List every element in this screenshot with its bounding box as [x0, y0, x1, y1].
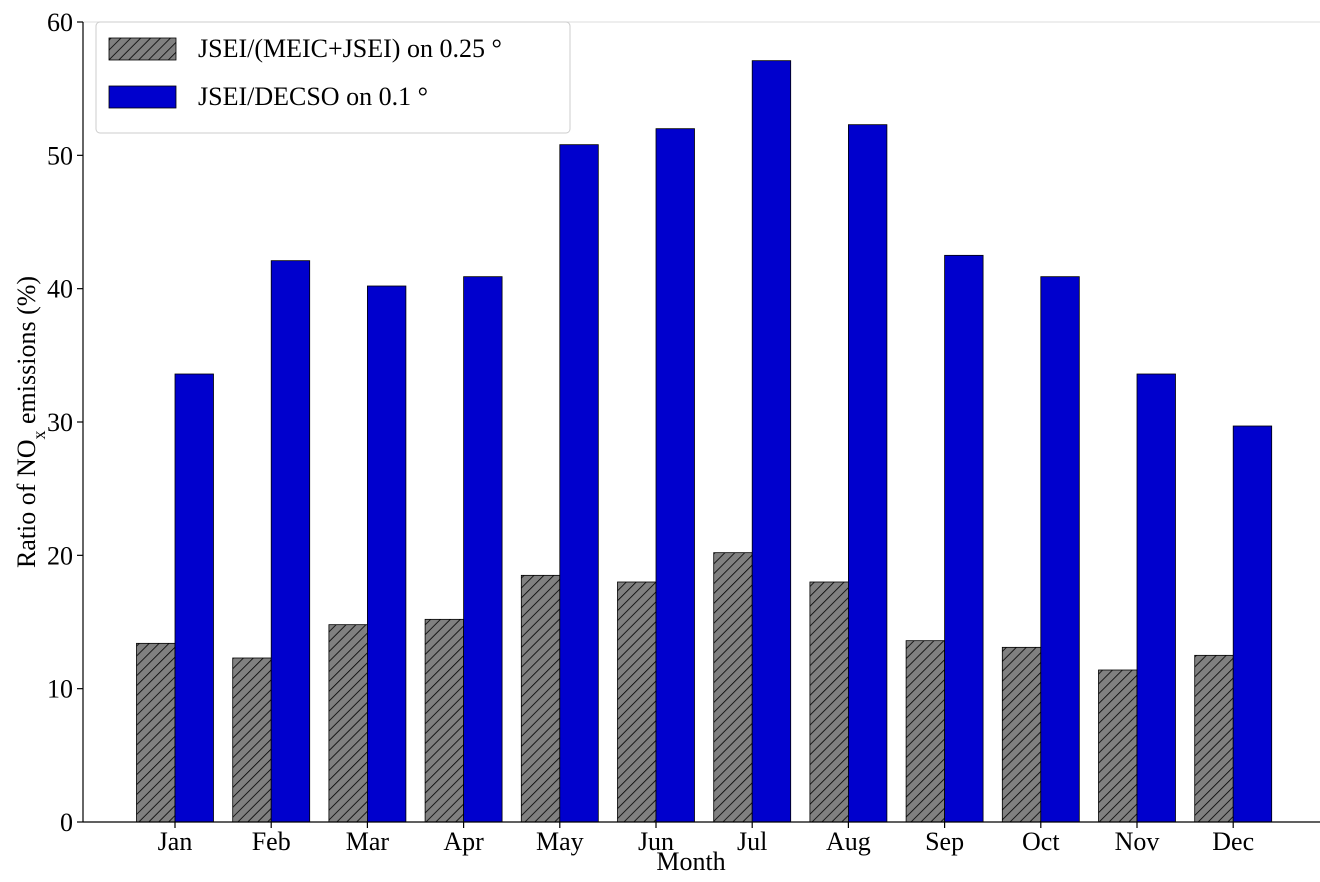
y-tick-label: 30	[47, 408, 73, 437]
legend-swatch-hatch	[109, 38, 176, 60]
bar	[1040, 276, 1080, 823]
y-tick-label: 40	[47, 275, 73, 304]
bar	[905, 640, 945, 823]
x-tick-label: Jul	[737, 827, 767, 856]
y-tick-label: 10	[47, 675, 73, 704]
x-axis-title: Month	[656, 847, 725, 876]
x-tick-label: Jun	[638, 827, 674, 856]
bar	[424, 618, 465, 823]
y-tick-label: 0	[60, 808, 73, 837]
bar	[1098, 669, 1138, 823]
x-tick-label: May	[536, 827, 584, 856]
bar	[174, 373, 214, 823]
bar	[617, 581, 657, 823]
bar	[520, 574, 561, 823]
bar	[328, 624, 368, 823]
bar	[270, 260, 311, 823]
bar	[655, 128, 695, 823]
bar	[559, 144, 599, 823]
x-tick-label: Dec	[1212, 827, 1254, 856]
bar	[1136, 373, 1176, 823]
y-axis-title-part: emissions (%)	[12, 276, 41, 431]
x-tick-label: Feb	[252, 827, 291, 856]
bar	[713, 552, 753, 823]
y-tick-label: 20	[47, 541, 73, 570]
bar	[1194, 654, 1234, 823]
y-axis-title-part: Ratio of NO	[12, 440, 41, 569]
y-tick-label: 60	[47, 8, 73, 37]
bar	[366, 285, 407, 823]
x-tick-label: Mar	[346, 827, 390, 856]
y-tick-label: 50	[47, 141, 73, 170]
legend-label: JSEI/(MEIC+JSEI) on 0.25 °	[198, 34, 502, 63]
bar	[463, 276, 503, 823]
legend-label: JSEI/DECSO on 0.1 °	[198, 82, 428, 111]
x-tick-label: Oct	[1022, 827, 1060, 856]
x-tick-label: Sep	[925, 827, 964, 856]
x-tick-label: Aug	[826, 827, 871, 856]
legend-swatch	[108, 85, 177, 109]
bar	[232, 657, 272, 823]
x-tick-label: Jan	[158, 827, 193, 856]
bar	[809, 581, 849, 823]
bar	[944, 254, 984, 823]
x-tick-label: Nov	[1115, 827, 1160, 856]
bar	[136, 642, 176, 823]
x-tick-label: Apr	[443, 827, 484, 856]
legend-box	[95, 21, 571, 134]
y-axis-title-part: x	[29, 431, 49, 440]
bar	[1001, 646, 1042, 823]
y-axis-title: Ratio of NOx emissions (%)	[12, 276, 49, 568]
bar	[751, 60, 792, 823]
bar	[1232, 425, 1273, 823]
bar	[848, 124, 888, 823]
